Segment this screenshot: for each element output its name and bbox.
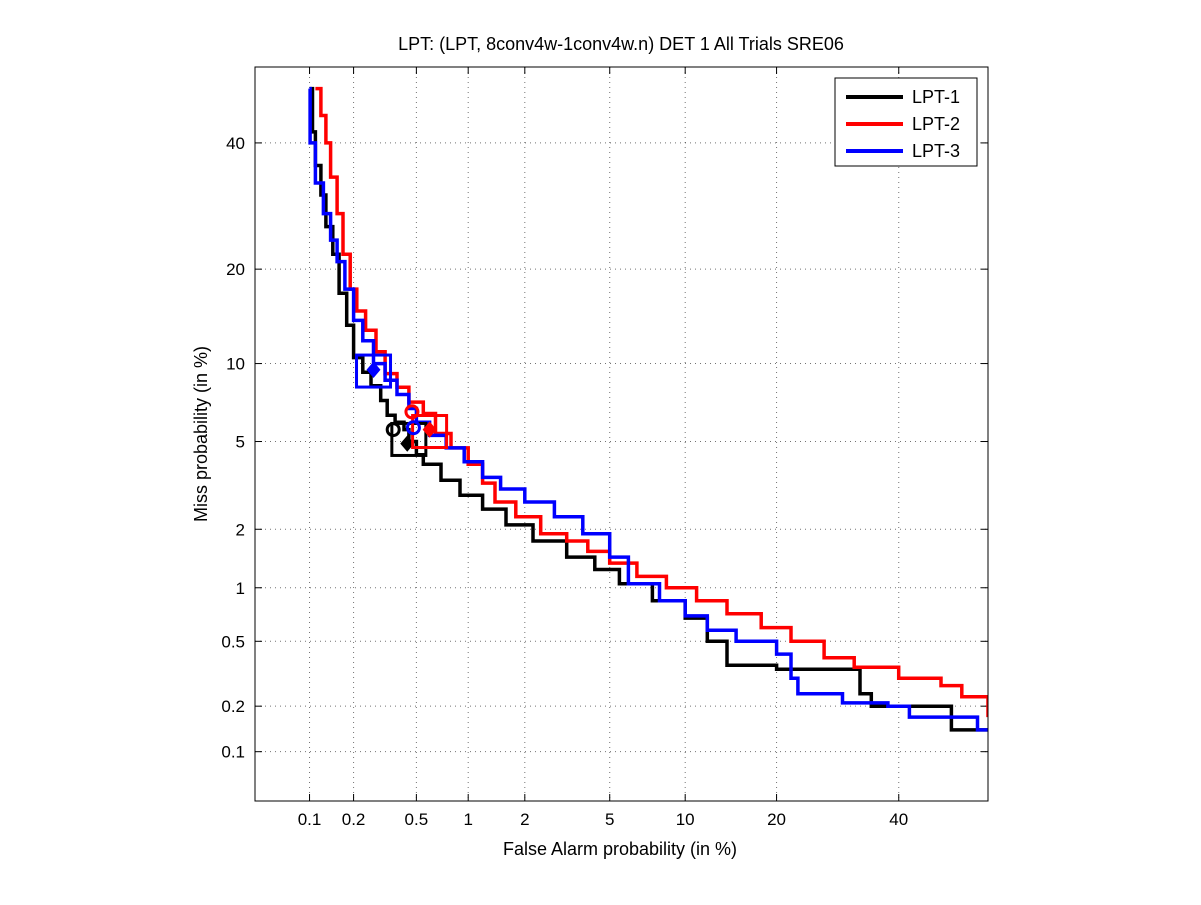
- legend-label-lpt-1: LPT-1: [912, 87, 960, 107]
- legend-label-lpt-2: LPT-2: [912, 114, 960, 134]
- y-tick-label: 0.2: [221, 697, 245, 716]
- lpt-3-square-marker: [355, 353, 393, 389]
- y-axis-ticks: 0.1 0.2 0.5 1 2 5 10 20 40: [221, 134, 988, 762]
- y-tick-label: 0.5: [221, 632, 245, 651]
- y-tick-label: 10: [226, 355, 245, 374]
- x-tick-label: 1: [463, 810, 472, 829]
- y-tick-label: 5: [236, 433, 245, 452]
- y-tick-label: 40: [226, 134, 245, 153]
- x-tick-label: 2: [520, 810, 529, 829]
- x-tick-label: 0.5: [405, 810, 429, 829]
- marker-layer: [355, 353, 449, 457]
- series-line-lpt-2: [315, 86, 988, 718]
- x-tick-label: 0.1: [298, 810, 322, 829]
- y-tick-label: 0.1: [221, 743, 245, 762]
- legend: LPT-1 LPT-2 LPT-3: [834, 77, 978, 167]
- x-tick-label: 0.2: [342, 810, 366, 829]
- lpt-3-diamond-marker: [366, 361, 381, 378]
- x-tick-label: 5: [605, 810, 614, 829]
- series-layer: [308, 86, 988, 732]
- legend-label-lpt-3: LPT-3: [912, 141, 960, 161]
- series-line-lpt-3: [308, 86, 988, 732]
- x-axis-label: False Alarm probability (in %): [503, 839, 737, 859]
- x-tick-label: 40: [889, 810, 908, 829]
- lpt-2-diamond-marker: [422, 421, 437, 438]
- chart-title: LPT: (LPT, 8conv4w-1conv4w.n) DET 1 All …: [398, 34, 844, 54]
- lpt-2-square-marker: [411, 414, 449, 450]
- x-tick-label: 10: [676, 810, 695, 829]
- series-line-lpt-1: [309, 86, 988, 732]
- x-tick-label: 20: [767, 810, 786, 829]
- y-tick-label: 1: [236, 579, 245, 598]
- x-axis-ticks: 0.1 0.2 0.5 1 2 5 10 20 40: [298, 67, 908, 829]
- lpt-3-circle-marker: [405, 420, 421, 436]
- axes-frame: [254, 66, 989, 802]
- y-axis-label: Miss probability (in %): [191, 346, 211, 522]
- axes-background: [255, 67, 988, 801]
- y-tick-label: 2: [236, 520, 245, 539]
- y-tick-label: 20: [226, 260, 245, 279]
